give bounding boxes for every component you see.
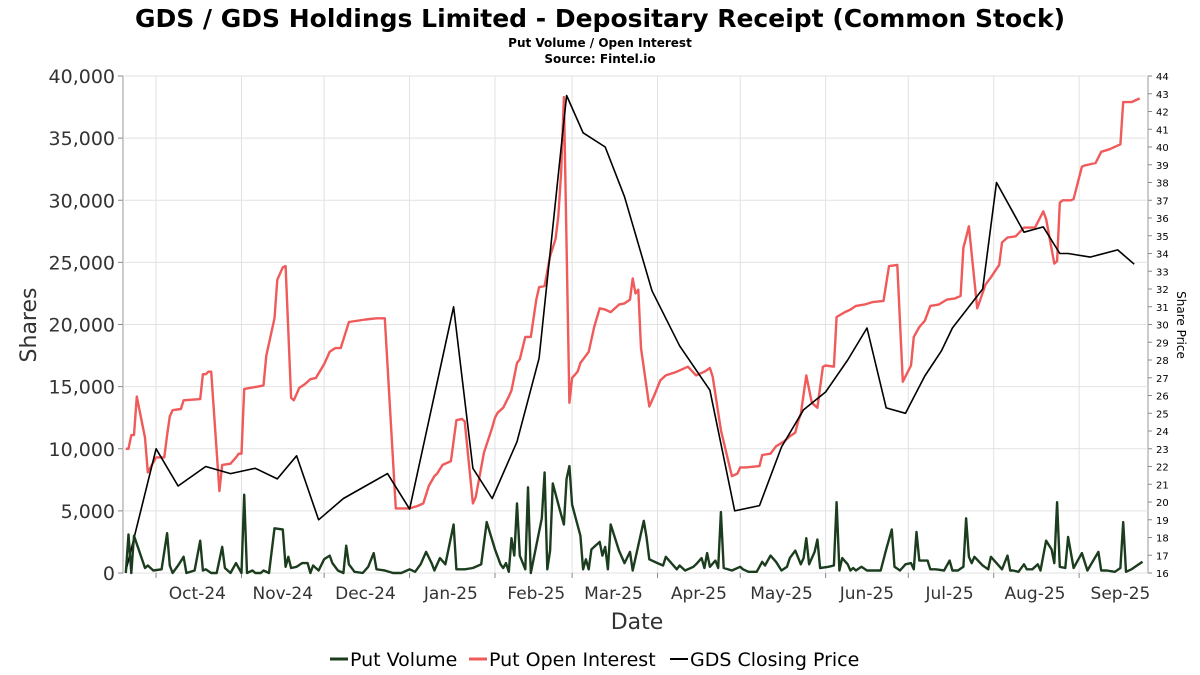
y2-tick-label: 22 xyxy=(1156,463,1169,474)
y2-tick-label: 29 xyxy=(1156,338,1169,349)
y2-tick-label: 19 xyxy=(1156,516,1169,527)
y2-axis-label: Share Price xyxy=(1174,291,1188,359)
y2-tick-label: 39 xyxy=(1156,161,1169,172)
y2-tick-label: 20 xyxy=(1156,498,1169,509)
series-lines xyxy=(124,94,1144,575)
y-tick-label: 30,000 xyxy=(49,190,115,212)
x-tick-label: Mar-25 xyxy=(584,584,643,604)
x-tick-label: Oct-24 xyxy=(169,584,226,604)
y2-tick-label: 21 xyxy=(1156,480,1169,491)
x-tick-label: Feb-25 xyxy=(507,584,565,604)
y2-tick-label: 44 xyxy=(1156,72,1169,83)
y2-tick-label: 41 xyxy=(1156,125,1169,136)
series-line-gds-closing-price xyxy=(125,94,1135,572)
chart-title: GDS / GDS Holdings Limited - Depositary … xyxy=(135,4,1065,33)
x-axis-ticks: Oct-24 Nov-24 Dec-24 Jan-25 Feb-25 Mar-25 Apr-… xyxy=(155,573,1151,604)
y2-axis-ticks: 16 17 18 19 20 21 22 23 24 25 26 27 28 29 30 31 32 33 34 35… xyxy=(1148,72,1169,580)
series-line-put-open-interest xyxy=(125,95,1141,510)
y-axis-label: Shares xyxy=(17,288,42,363)
legend-put-volume: Put Volume xyxy=(350,649,457,671)
y2-tick-label: 31 xyxy=(1156,303,1169,314)
y2-tick-label: 38 xyxy=(1156,179,1169,190)
y-tick-label: 20,000 xyxy=(49,315,115,337)
y2-tick-label: 23 xyxy=(1156,445,1169,456)
y2-tick-label: 37 xyxy=(1156,196,1169,207)
series-line-put-volume xyxy=(124,464,1144,575)
gridlines xyxy=(123,75,1148,574)
y-tick-label: 15,000 xyxy=(49,377,115,399)
x-tick-label: Jan-25 xyxy=(423,584,478,604)
x-tick-label: Apr-25 xyxy=(671,584,727,604)
y-tick-label: 5,000 xyxy=(61,501,115,523)
y-tick-label: 35,000 xyxy=(49,128,115,150)
y2-tick-label: 35 xyxy=(1156,232,1169,243)
y-axis-ticks: 0 5,000 10,000 15,000 20,000 25,000 30,000 35,0… xyxy=(49,66,123,585)
x-tick-label: Jul-25 xyxy=(924,584,973,604)
chart-subtitle: Put Volume / Open Interest xyxy=(508,36,692,50)
x-tick-label: Nov-24 xyxy=(253,584,314,604)
x-axis-label: Date xyxy=(611,610,664,635)
y2-tick-label: 28 xyxy=(1156,356,1169,367)
y2-tick-label: 17 xyxy=(1156,551,1169,562)
chart-source: Source: Fintel.io xyxy=(544,52,655,66)
y2-tick-label: 18 xyxy=(1156,534,1169,545)
y2-tick-label: 32 xyxy=(1156,285,1169,296)
y2-tick-label: 36 xyxy=(1156,214,1169,225)
y-tick-label: 40,000 xyxy=(49,66,115,88)
x-tick-label: Aug-25 xyxy=(1005,584,1066,604)
y2-tick-label: 40 xyxy=(1156,143,1169,154)
x-tick-label: Jun-25 xyxy=(839,584,894,604)
y2-tick-label: 30 xyxy=(1156,321,1169,332)
y2-tick-label: 34 xyxy=(1156,250,1169,261)
y-tick-label: 0 xyxy=(103,563,115,585)
y2-tick-label: 33 xyxy=(1156,267,1169,278)
y2-tick-label: 26 xyxy=(1156,392,1169,403)
x-tick-label: Dec-24 xyxy=(335,584,396,604)
x-tick-label: May-25 xyxy=(750,584,813,604)
y2-tick-label: 16 xyxy=(1156,569,1169,580)
y2-tick-label: 42 xyxy=(1156,108,1169,119)
legend: Put Volume Put Open Interest GDS Closing… xyxy=(330,649,859,671)
legend-put-open-interest: Put Open Interest xyxy=(489,649,656,671)
x-tick-label: Sep-25 xyxy=(1091,584,1151,604)
y-tick-label: 25,000 xyxy=(49,252,115,274)
y2-tick-label: 27 xyxy=(1156,374,1169,385)
y2-tick-label: 24 xyxy=(1156,427,1169,438)
y-tick-label: 10,000 xyxy=(49,439,115,461)
y2-tick-label: 25 xyxy=(1156,409,1169,420)
legend-closing-price: GDS Closing Price xyxy=(690,649,859,671)
y2-tick-label: 43 xyxy=(1156,90,1169,101)
